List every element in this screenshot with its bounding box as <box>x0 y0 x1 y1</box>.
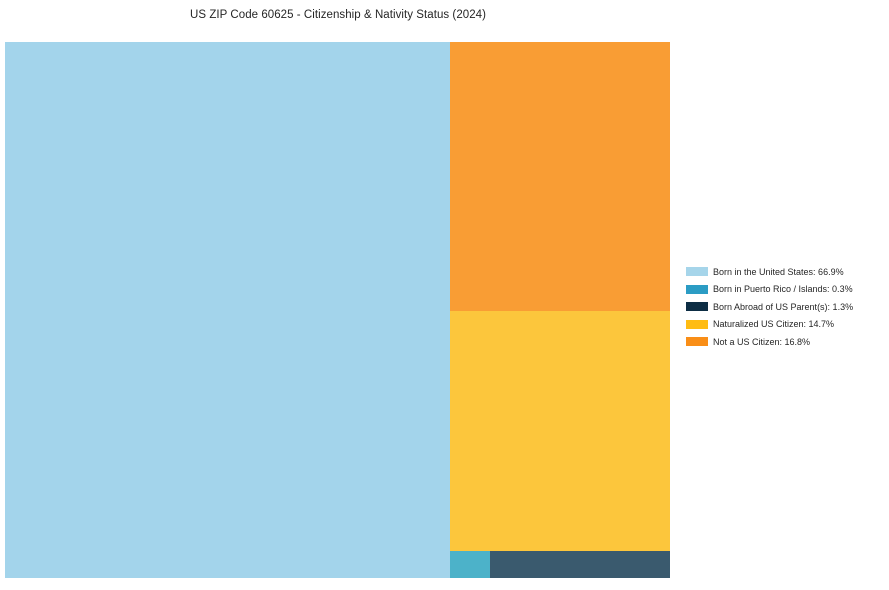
legend-item-born-abroad-of-us-parents[interactable]: Born Abroad of US Parent(s): 1.3% <box>686 298 882 316</box>
legend-swatch-icon <box>686 302 708 312</box>
legend-swatch-icon <box>686 319 708 329</box>
treemap-tile-born-in-the-united-states[interactable] <box>5 42 451 578</box>
legend-item-label: Born in Puerto Rico / Islands: 0.3% <box>713 284 853 295</box>
chart-legend: Born in the United States: 66.9% Born in… <box>686 263 882 351</box>
legend-item-label: Born in the United States: 66.9% <box>713 266 844 277</box>
treemap-tile-naturalized-us-citizen[interactable] <box>450 311 670 552</box>
treemap-tile-born-in-puerto-rico-islands[interactable] <box>450 551 491 578</box>
legend-item-label: Born Abroad of US Parent(s): 1.3% <box>713 301 854 312</box>
legend-item-born-in-the-united-states[interactable]: Born in the United States: 66.9% <box>686 263 882 281</box>
legend-item-naturalized-us-citizen[interactable]: Naturalized US Citizen: 14.7% <box>686 316 882 334</box>
treemap-plot-area <box>5 42 670 578</box>
treemap-tile-born-abroad-of-us-parents[interactable] <box>490 551 670 578</box>
legend-swatch-icon <box>686 267 708 277</box>
legend-swatch-icon <box>686 337 708 347</box>
treemap-tile-not-a-us-citizen[interactable] <box>450 42 670 312</box>
chart-title: US ZIP Code 60625 - Citizenship & Nativi… <box>190 9 486 21</box>
legend-swatch-icon <box>686 284 708 294</box>
legend-item-label: Not a US Citizen: 16.8% <box>713 336 811 347</box>
legend-item-not-a-us-citizen[interactable]: Not a US Citizen: 16.8% <box>686 333 882 351</box>
legend-item-born-in-puerto-rico-islands[interactable]: Born in Puerto Rico / Islands: 0.3% <box>686 281 882 299</box>
legend-item-label: Naturalized US Citizen: 14.7% <box>713 319 835 330</box>
